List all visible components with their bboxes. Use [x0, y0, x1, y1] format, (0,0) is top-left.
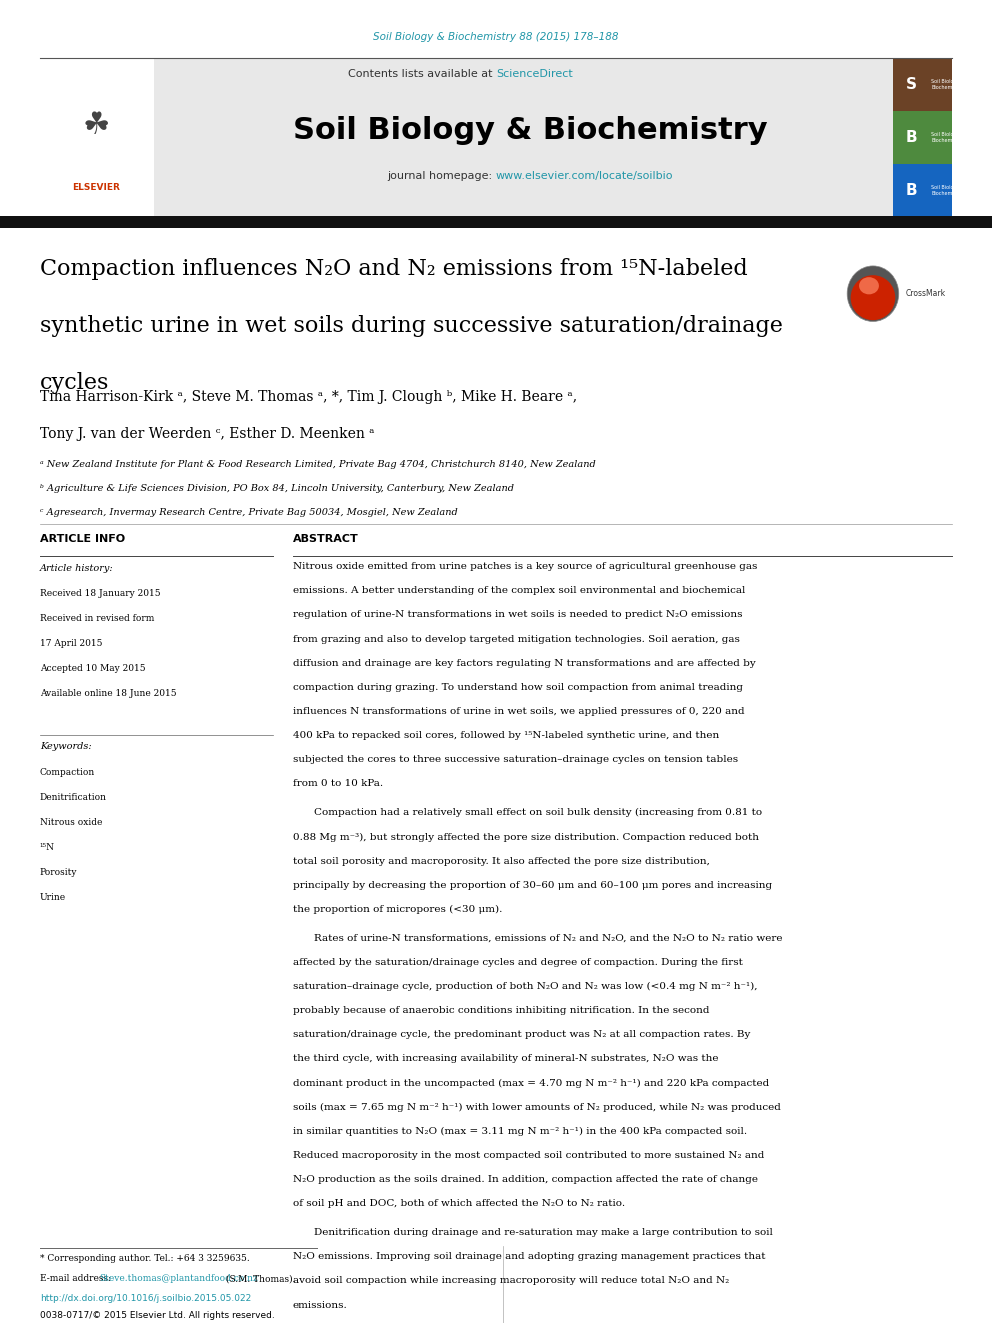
- Text: ¹⁵N: ¹⁵N: [40, 843, 55, 852]
- Text: 400 kPa to repacked soil cores, followed by ¹⁵N-labeled synthetic urine, and the: 400 kPa to repacked soil cores, followed…: [293, 730, 719, 740]
- Text: the third cycle, with increasing availability of mineral-N substrates, N₂O was t: the third cycle, with increasing availab…: [293, 1054, 718, 1064]
- Text: Denitrification during drainage and re-saturation may make a large contribution : Denitrification during drainage and re-s…: [314, 1228, 774, 1237]
- Text: * Corresponding author. Tel.: +64 3 3259635.: * Corresponding author. Tel.: +64 3 3259…: [40, 1254, 249, 1263]
- Text: Compaction: Compaction: [40, 767, 95, 777]
- Text: ELSEVIER: ELSEVIER: [72, 183, 120, 192]
- Text: Urine: Urine: [40, 893, 65, 902]
- Text: ᶜ Agresearch, Invermay Research Centre, Private Bag 50034, Mosgiel, New Zealand: ᶜ Agresearch, Invermay Research Centre, …: [40, 508, 457, 517]
- Text: Nitrous oxide: Nitrous oxide: [40, 818, 102, 827]
- Text: subjected the cores to three successive saturation–drainage cycles on tension ta: subjected the cores to three successive …: [293, 755, 738, 763]
- Bar: [893, 58, 952, 217]
- Text: Tina Harrison-Kirk ᵃ, Steve M. Thomas ᵃ, *, Tim J. Clough ᵇ, Mike H. Beare ᵃ,: Tina Harrison-Kirk ᵃ, Steve M. Thomas ᵃ,…: [40, 390, 576, 405]
- Ellipse shape: [850, 275, 896, 320]
- Text: Denitrification: Denitrification: [40, 792, 107, 802]
- Text: Porosity: Porosity: [40, 868, 77, 877]
- Ellipse shape: [859, 278, 879, 295]
- Text: 0038-0717/© 2015 Elsevier Ltd. All rights reserved.: 0038-0717/© 2015 Elsevier Ltd. All right…: [40, 1311, 275, 1320]
- Text: Article history:: Article history:: [40, 564, 113, 573]
- Text: Soil Biology & Biochemistry 88 (2015) 178–188: Soil Biology & Biochemistry 88 (2015) 17…: [373, 32, 619, 42]
- Text: total soil porosity and macroporosity. It also affected the pore size distributi: total soil porosity and macroporosity. I…: [293, 856, 709, 865]
- Text: N₂O production as the soils drained. In addition, compaction affected the rate o: N₂O production as the soils drained. In …: [293, 1175, 758, 1184]
- Text: www.elsevier.com/locate/soilbio: www.elsevier.com/locate/soilbio: [496, 171, 674, 181]
- Text: journal homepage:: journal homepage:: [387, 171, 496, 181]
- Text: Tony J. van der Weerden ᶜ, Esther D. Meenken ᵃ: Tony J. van der Weerden ᶜ, Esther D. Mee…: [40, 427, 374, 442]
- Text: ABSTRACT: ABSTRACT: [293, 534, 358, 545]
- Text: ☘: ☘: [82, 111, 110, 140]
- Text: N₂O emissions. Improving soil drainage and adopting grazing management practices: N₂O emissions. Improving soil drainage a…: [293, 1253, 765, 1261]
- Text: probably because of anaerobic conditions inhibiting nitrification. In the second: probably because of anaerobic conditions…: [293, 1007, 709, 1015]
- Text: B: B: [906, 183, 918, 198]
- Ellipse shape: [847, 266, 899, 321]
- Text: Accepted 10 May 2015: Accepted 10 May 2015: [40, 664, 145, 673]
- Text: http://dx.doi.org/10.1016/j.soilbio.2015.05.022: http://dx.doi.org/10.1016/j.soilbio.2015…: [40, 1294, 251, 1303]
- Text: S: S: [907, 77, 918, 93]
- Text: the proportion of micropores (<30 μm).: the proportion of micropores (<30 μm).: [293, 905, 502, 914]
- Bar: [40, 58, 154, 217]
- Text: principally by decreasing the proportion of 30–60 μm and 60–100 μm pores and inc: principally by decreasing the proportion…: [293, 881, 772, 889]
- Text: ScienceDirect: ScienceDirect: [496, 69, 572, 79]
- Text: Received in revised form: Received in revised form: [40, 614, 154, 623]
- Text: regulation of urine-N transformations in wet soils is needed to predict N₂O emis: regulation of urine-N transformations in…: [293, 610, 742, 619]
- Text: cycles: cycles: [40, 372, 109, 394]
- Text: CrossMark: CrossMark: [906, 290, 945, 298]
- Text: ᵃ New Zealand Institute for Plant & Food Research Limited, Private Bag 4704, Chr: ᵃ New Zealand Institute for Plant & Food…: [40, 460, 595, 470]
- Text: Contents lists available at: Contents lists available at: [348, 69, 496, 79]
- Bar: [0, 216, 992, 228]
- Bar: [154, 58, 893, 217]
- Text: influences N transformations of urine in wet soils, we applied pressures of 0, 2: influences N transformations of urine in…: [293, 706, 744, 716]
- Text: compaction during grazing. To understand how soil compaction from animal treadin: compaction during grazing. To understand…: [293, 683, 743, 692]
- Text: B: B: [906, 130, 918, 146]
- Text: saturation/drainage cycle, the predominant product was N₂ at all compaction rate: saturation/drainage cycle, the predomina…: [293, 1031, 750, 1040]
- Text: from grazing and also to develop targeted mitigation technologies. Soil aeration: from grazing and also to develop targete…: [293, 635, 739, 643]
- Text: Received 18 January 2015: Received 18 January 2015: [40, 589, 161, 598]
- Text: in similar quantities to N₂O (max = 3.11 mg N m⁻² h⁻¹) in the 400 kPa compacted : in similar quantities to N₂O (max = 3.11…: [293, 1127, 747, 1135]
- Text: E-mail address:: E-mail address:: [40, 1274, 114, 1283]
- Text: ᵇ Agriculture & Life Sciences Division, PO Box 84, Lincoln University, Canterbur: ᵇ Agriculture & Life Sciences Division, …: [40, 484, 514, 493]
- Text: ARTICLE INFO: ARTICLE INFO: [40, 534, 125, 545]
- Text: (S.M. Thomas).: (S.M. Thomas).: [223, 1274, 296, 1283]
- Text: Nitrous oxide emitted from urine patches is a key source of agricultural greenho: Nitrous oxide emitted from urine patches…: [293, 562, 757, 572]
- Text: dominant product in the uncompacted (max = 4.70 mg N m⁻² h⁻¹) and 220 kPa compac: dominant product in the uncompacted (max…: [293, 1078, 769, 1088]
- Bar: [893, 58, 952, 111]
- Text: Soil Biology & Biochemistry: Soil Biology & Biochemistry: [294, 116, 768, 146]
- Text: diffusion and drainage are key factors regulating N transformations and are affe: diffusion and drainage are key factors r…: [293, 659, 755, 668]
- Text: Soil Biology &
Biochemistry: Soil Biology & Biochemistry: [931, 132, 965, 143]
- Text: soils (max = 7.65 mg N m⁻² h⁻¹) with lower amounts of N₂ produced, while N₂ was : soils (max = 7.65 mg N m⁻² h⁻¹) with low…: [293, 1102, 781, 1111]
- Text: 17 April 2015: 17 April 2015: [40, 639, 102, 648]
- Bar: [893, 111, 952, 164]
- Text: 0.88 Mg m⁻³), but strongly affected the pore size distribution. Compaction reduc: 0.88 Mg m⁻³), but strongly affected the …: [293, 832, 759, 841]
- Text: synthetic urine in wet soils during successive saturation/drainage: synthetic urine in wet soils during succ…: [40, 315, 783, 337]
- Text: emissions. A better understanding of the complex soil environmental and biochemi: emissions. A better understanding of the…: [293, 586, 745, 595]
- Text: Compaction had a relatively small effect on soil bulk density (increasing from 0: Compaction had a relatively small effect…: [314, 808, 763, 818]
- Text: Soil Biology &
Biochemistry: Soil Biology & Biochemistry: [931, 185, 965, 196]
- Text: Reduced macroporosity in the most compacted soil contributed to more sustained N: Reduced macroporosity in the most compac…: [293, 1151, 764, 1160]
- Text: Compaction influences N₂O and N₂ emissions from ¹⁵N-labeled: Compaction influences N₂O and N₂ emissio…: [40, 258, 747, 280]
- Text: from 0 to 10 kPa.: from 0 to 10 kPa.: [293, 779, 383, 789]
- Text: Rates of urine-N transformations, emissions of N₂ and N₂O, and the N₂O to N₂ rat: Rates of urine-N transformations, emissi…: [314, 934, 783, 943]
- Text: Steve.thomas@plantandfood.co.nz: Steve.thomas@plantandfood.co.nz: [99, 1274, 258, 1283]
- Text: Soil Biology &
Biochemistry: Soil Biology & Biochemistry: [931, 79, 965, 90]
- Text: of soil pH and DOC, both of which affected the N₂O to N₂ ratio.: of soil pH and DOC, both of which affect…: [293, 1199, 625, 1208]
- Text: emissions.: emissions.: [293, 1301, 347, 1310]
- Text: avoid soil compaction while increasing macroporosity will reduce total N₂O and N: avoid soil compaction while increasing m…: [293, 1277, 729, 1286]
- Text: affected by the saturation/drainage cycles and degree of compaction. During the : affected by the saturation/drainage cycl…: [293, 958, 743, 967]
- Text: saturation–drainage cycle, production of both N₂O and N₂ was low (<0.4 mg N m⁻² : saturation–drainage cycle, production of…: [293, 982, 757, 991]
- Text: Keywords:: Keywords:: [40, 742, 91, 751]
- Bar: [893, 164, 952, 217]
- Text: Available online 18 June 2015: Available online 18 June 2015: [40, 689, 177, 699]
